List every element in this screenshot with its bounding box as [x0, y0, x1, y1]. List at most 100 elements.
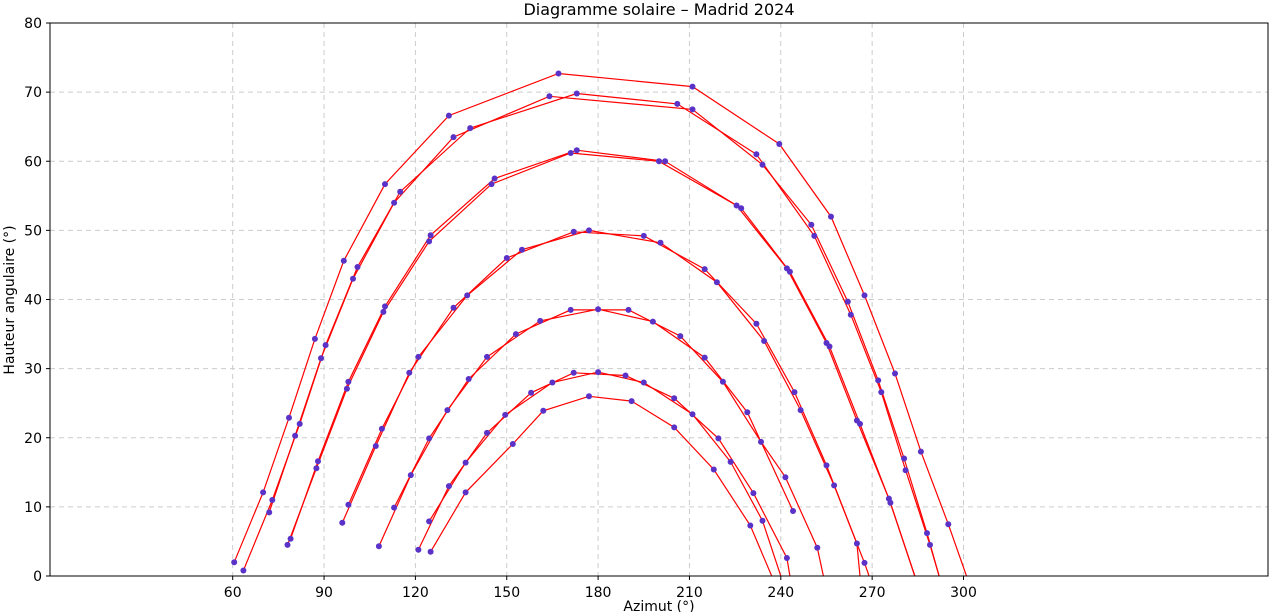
- y-tick-label: 0: [33, 569, 42, 585]
- data-point: [555, 70, 562, 77]
- data-point: [462, 489, 469, 496]
- data-point: [656, 158, 662, 165]
- data-point: [649, 318, 656, 325]
- data-point: [231, 559, 238, 566]
- data-point: [269, 497, 276, 503]
- data-point: [407, 472, 414, 479]
- data-point: [292, 432, 299, 439]
- data-point: [701, 266, 708, 273]
- data-point: [782, 474, 789, 481]
- data-point: [640, 232, 647, 239]
- data-point: [375, 543, 382, 550]
- data-point: [537, 317, 544, 324]
- x-tick-label: 180: [585, 585, 612, 601]
- data-point: [783, 555, 790, 561]
- x-tick-label: 90: [315, 585, 333, 601]
- data-point: [318, 355, 324, 362]
- data-point: [426, 518, 433, 525]
- x-tick-label: 210: [676, 585, 703, 601]
- data-point: [445, 112, 452, 119]
- data-point: [391, 504, 398, 511]
- data-point: [322, 342, 329, 349]
- data-point: [567, 306, 574, 313]
- data-point: [450, 304, 457, 311]
- data-point: [733, 202, 740, 209]
- y-tick-label: 60: [24, 154, 42, 170]
- data-point: [727, 458, 734, 465]
- chart-title: Diagramme solaire – Madrid 2024: [523, 0, 794, 19]
- data-point: [397, 188, 404, 195]
- data-point: [345, 378, 352, 385]
- data-point: [391, 199, 398, 206]
- series-line-11: [417, 372, 791, 576]
- data-point: [445, 483, 452, 490]
- data-point: [750, 490, 757, 497]
- data-point: [382, 303, 388, 310]
- data-point: [345, 501, 352, 508]
- data-point: [296, 420, 303, 427]
- data-point: [831, 482, 838, 489]
- data-point: [415, 353, 422, 360]
- y-tick-label: 10: [24, 500, 42, 516]
- data-point: [761, 338, 768, 344]
- data-point: [710, 466, 717, 473]
- data-point: [715, 435, 722, 442]
- series-lines: [233, 72, 968, 576]
- data-point: [573, 147, 580, 154]
- data-point: [340, 257, 347, 264]
- data-point: [625, 306, 632, 313]
- data-point: [315, 458, 321, 465]
- data-point: [509, 441, 516, 447]
- data-point: [776, 141, 783, 147]
- series-line-1: [233, 72, 968, 576]
- data-point: [753, 151, 760, 158]
- data-point: [567, 150, 574, 156]
- data-point: [945, 521, 952, 528]
- data-point: [917, 448, 924, 455]
- data-point: [528, 389, 535, 396]
- x-axis-label: Azimut (°): [623, 599, 694, 612]
- data-point: [491, 175, 498, 182]
- y-tick-label: 70: [24, 85, 42, 101]
- data-point: [415, 546, 422, 553]
- data-point: [465, 376, 472, 382]
- data-point: [885, 495, 892, 502]
- data-point: [595, 306, 602, 313]
- series-line-5: [286, 152, 916, 576]
- data-point: [719, 378, 726, 385]
- data-point: [671, 395, 678, 402]
- y-tick-label: 30: [24, 362, 42, 378]
- data-point: [484, 429, 490, 436]
- data-point: [924, 530, 930, 537]
- data-point: [570, 228, 577, 235]
- data-point: [488, 181, 495, 188]
- data-point: [797, 407, 804, 414]
- data-point: [287, 535, 294, 542]
- series-line-6: [347, 229, 870, 576]
- y-tick-label: 50: [24, 223, 42, 239]
- series-line-10: [428, 371, 782, 576]
- data-point: [892, 370, 898, 377]
- data-point: [343, 385, 350, 392]
- data-point: [853, 417, 860, 424]
- data-point: [313, 465, 320, 472]
- series-line-12: [430, 395, 773, 576]
- data-point: [595, 369, 602, 376]
- data-point: [503, 255, 510, 261]
- data-point: [791, 389, 798, 396]
- data-point: [738, 205, 745, 212]
- data-point: [689, 411, 696, 418]
- data-point: [519, 246, 525, 253]
- data-point: [901, 455, 908, 462]
- data-point: [744, 409, 751, 416]
- data-point: [844, 298, 851, 305]
- data-point: [444, 407, 451, 414]
- y-tick-label: 20: [24, 431, 42, 447]
- data-point: [662, 158, 669, 165]
- data-point: [586, 393, 592, 400]
- data-point: [378, 425, 385, 432]
- data-point: [671, 424, 678, 431]
- data-point: [628, 398, 635, 405]
- series-line-4: [290, 149, 916, 576]
